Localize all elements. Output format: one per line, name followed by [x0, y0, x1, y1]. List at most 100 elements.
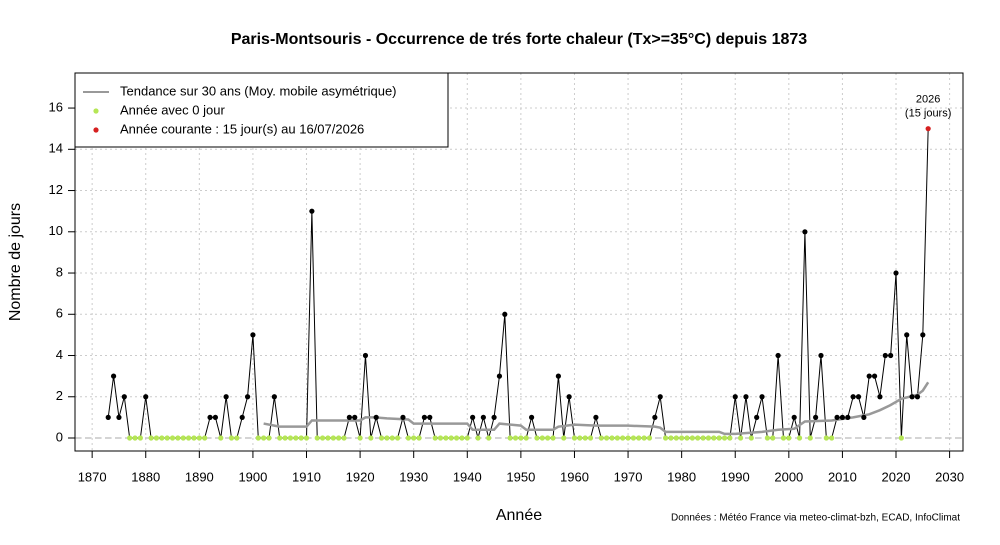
point: [502, 311, 508, 317]
point: [839, 414, 846, 420]
point: [813, 414, 819, 420]
point: [700, 435, 706, 441]
point: [378, 435, 385, 441]
point: [314, 435, 320, 441]
point: [598, 435, 604, 441]
point: [255, 435, 261, 441]
point: [582, 435, 588, 441]
point: [421, 414, 428, 420]
point: [748, 435, 754, 441]
x-tick-label: 1960: [560, 469, 589, 484]
point: [657, 394, 663, 400]
point: [829, 435, 835, 441]
point: [148, 435, 154, 441]
point: [341, 435, 347, 441]
point: [721, 435, 728, 441]
point: [282, 435, 288, 441]
point: [914, 394, 921, 400]
x-tick-label: 2000: [774, 469, 803, 484]
point: [389, 435, 395, 441]
point: [153, 435, 160, 441]
point: [448, 435, 454, 441]
point: [223, 394, 229, 400]
point: [212, 414, 219, 420]
y-tick-label: 8: [56, 264, 63, 279]
legend-swatch: [93, 127, 99, 133]
series-line: [263, 381, 930, 436]
point: [571, 435, 578, 441]
point: [614, 435, 620, 441]
point: [443, 435, 449, 441]
point: [287, 435, 294, 441]
series-line: [107, 128, 929, 440]
y-tick-label: 16: [49, 99, 63, 114]
point: [662, 435, 669, 441]
x-tick-label: 1870: [78, 469, 107, 484]
legend-box: [74, 72, 449, 148]
point: [277, 435, 283, 441]
point: [882, 352, 888, 359]
point: [850, 394, 856, 400]
point: [620, 435, 626, 441]
point: [427, 414, 433, 420]
point: [888, 352, 894, 359]
point: [925, 126, 931, 132]
point: [143, 394, 149, 400]
point: [893, 270, 899, 276]
plot-frame: [74, 72, 964, 452]
point: [239, 414, 245, 420]
point: [630, 435, 637, 441]
point: [871, 373, 878, 379]
point: [105, 414, 111, 420]
point: [673, 435, 679, 441]
point: [636, 435, 642, 441]
point: [400, 414, 406, 420]
x-tick-label: 1900: [238, 469, 267, 484]
point: [866, 373, 872, 379]
point: [470, 414, 476, 420]
point: [196, 435, 202, 441]
legend-label: Année avec 0 jour: [120, 102, 225, 117]
x-tick-label: 1910: [292, 469, 321, 484]
point: [684, 435, 690, 441]
point: [759, 394, 765, 400]
point: [834, 414, 840, 420]
point: [845, 414, 851, 420]
point: [507, 435, 513, 441]
source: Données : Météo France via meteo-climat-…: [671, 513, 960, 524]
point: [561, 435, 567, 441]
point: [330, 435, 336, 441]
x-tick-label: 2030: [935, 469, 964, 484]
point: [754, 414, 760, 420]
point: [169, 435, 176, 441]
point: [737, 435, 744, 441]
point: [352, 414, 358, 420]
point: [496, 373, 503, 379]
point: [555, 373, 561, 379]
point: [727, 435, 733, 441]
y-tick-label: 2: [56, 388, 63, 403]
point: [207, 414, 213, 420]
point: [593, 414, 599, 420]
point: [357, 435, 363, 441]
point: [159, 435, 165, 441]
point: [566, 394, 572, 400]
x-tick-label: 1980: [667, 469, 696, 484]
point: [802, 229, 808, 235]
point: [411, 435, 417, 441]
x-tick-label: 2010: [828, 469, 857, 484]
point: [791, 414, 797, 420]
point: [545, 435, 551, 441]
point: [780, 435, 787, 441]
annotation: 2026: [916, 94, 940, 106]
point: [405, 435, 411, 441]
point: [861, 414, 867, 420]
point: [180, 435, 186, 441]
point: [786, 435, 792, 441]
point: [711, 435, 717, 441]
legend-label: Tendance sur 30 ans (Moy. mobile asymétr…: [120, 83, 397, 98]
point: [464, 435, 470, 441]
point: [116, 414, 122, 420]
x-tick-label: 1920: [346, 469, 375, 484]
point: [346, 414, 352, 420]
